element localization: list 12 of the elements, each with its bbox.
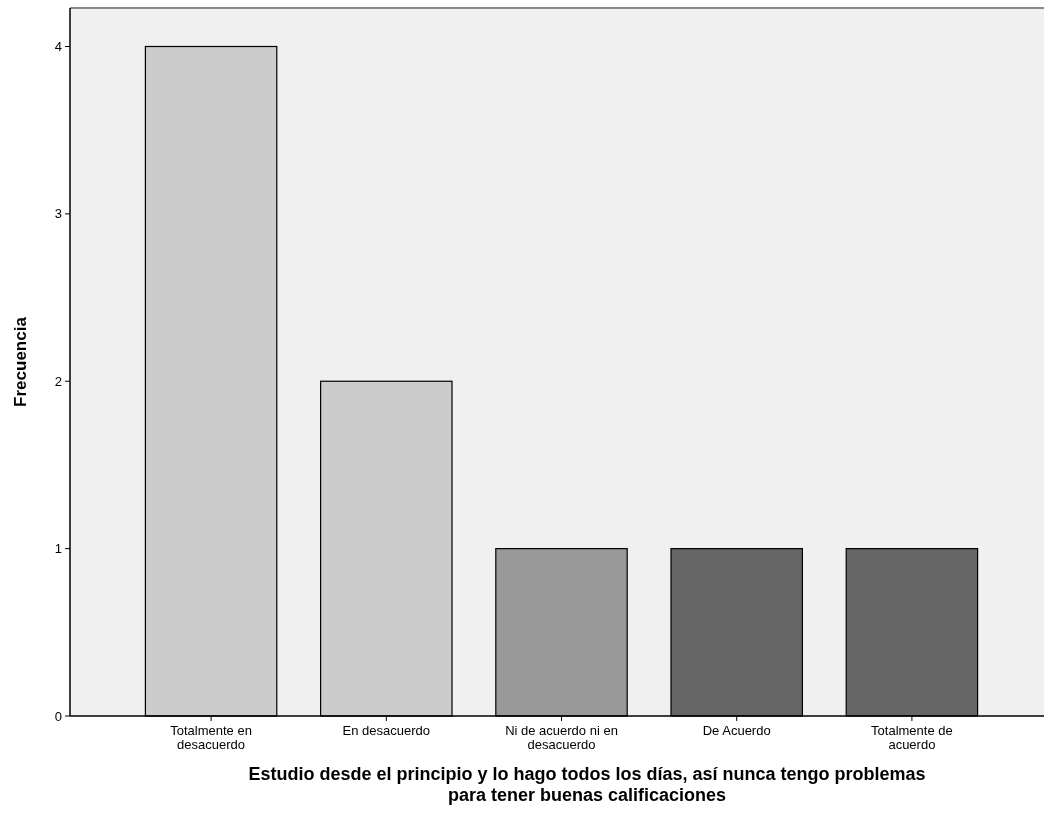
x-tick-label: De Acuerdo	[702, 723, 771, 738]
x-tick-label: Totalmente en desacuerdo	[170, 723, 252, 752]
y-axis-title: Frecuencia	[11, 316, 30, 407]
y-tick-label: 0	[54, 708, 62, 724]
y-tick-label: 3	[54, 206, 62, 222]
x-axis-title: Estudio desde el principio y lo hago todos los días, así nunca tengo problemas para tener buenas calificaciones	[248, 764, 926, 805]
y-tick-label: 2	[54, 373, 62, 389]
x-tick-label: Ni de acuerdo ni en desacuerdo	[505, 723, 618, 752]
x-tick-label: En desacuerdo	[342, 723, 431, 738]
x-tick-label: Totalmente de acuerdo	[871, 723, 953, 752]
y-tick-label: 1	[54, 541, 62, 557]
y-tick-label: 4	[54, 39, 62, 55]
